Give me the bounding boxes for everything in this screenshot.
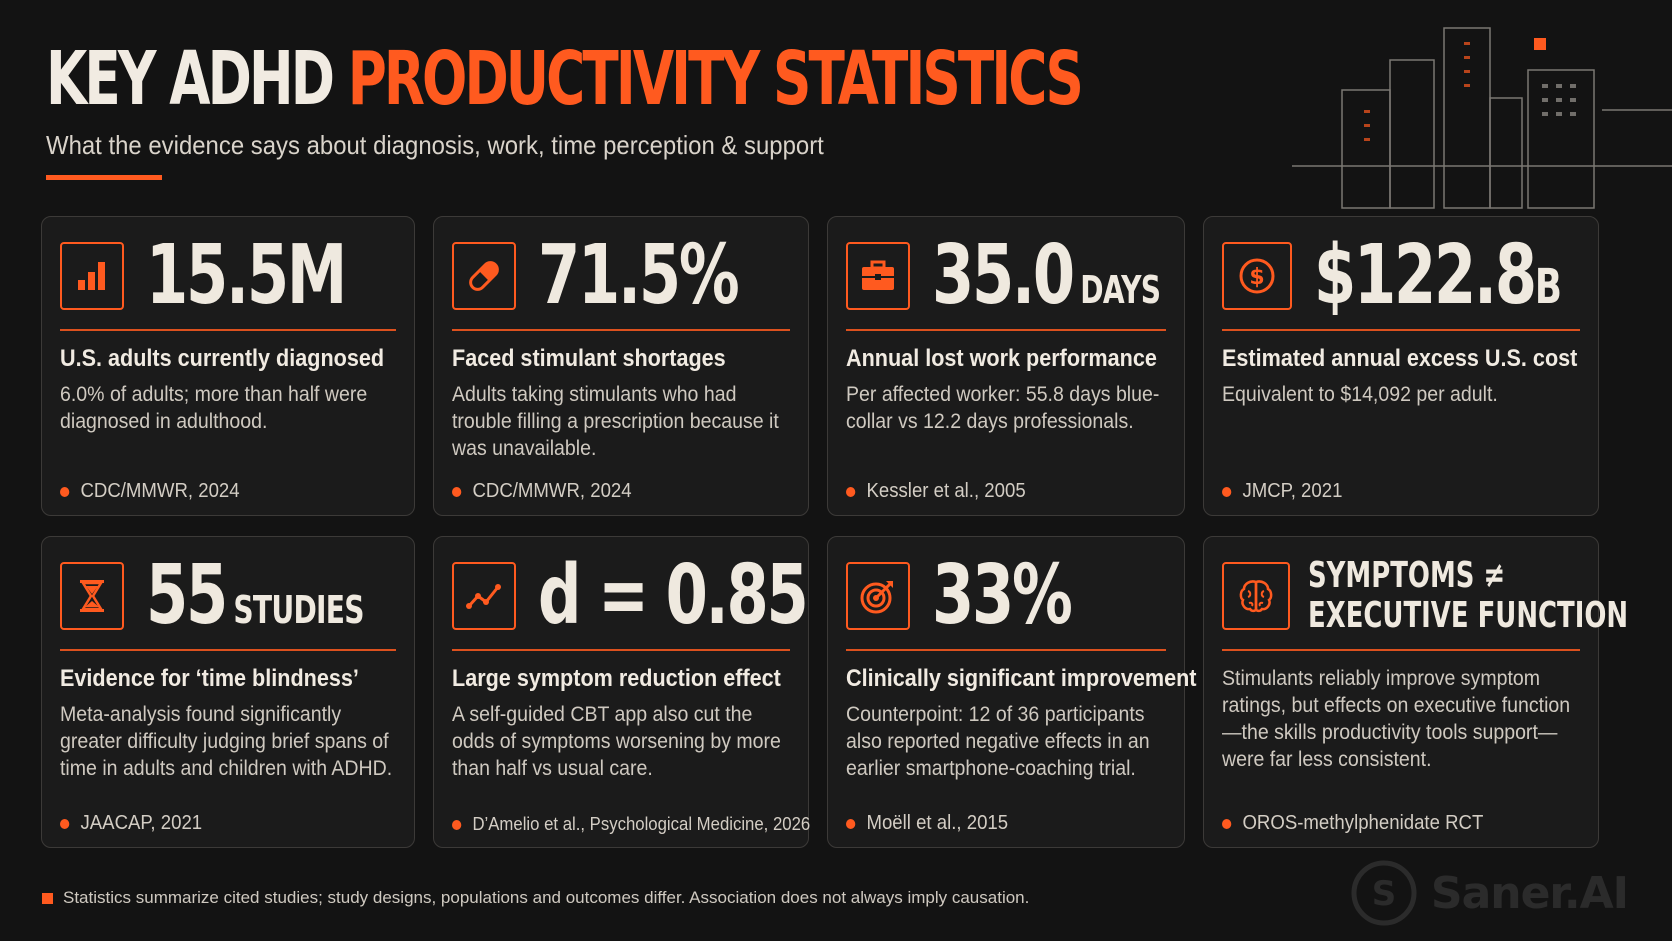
divider: [1222, 329, 1580, 331]
svg-text:$: $: [1249, 265, 1264, 290]
source-text: OROS-methylphenidate RCT: [1242, 812, 1484, 834]
stat-source: CDC/MMWR, 2024: [60, 480, 240, 503]
stat-card-time-blindness: 55 STUDIES Evidence for ‘time blindness’ …: [41, 536, 415, 848]
stat-description: Adults taking stimulants who had trouble…: [452, 383, 779, 460]
dollar-icon: $: [1222, 242, 1292, 310]
stat-label: Clinically significant improvement: [846, 665, 1197, 692]
stat-unit: B: [1534, 259, 1562, 315]
stat-description: A self-guided CBT app also cut the odds …: [452, 703, 781, 780]
heading-line-1: SYMPTOMS ≠: [1308, 555, 1506, 596]
bullet-dot-icon: [60, 486, 70, 497]
trend-line-icon: [452, 562, 516, 630]
target-icon: [846, 562, 910, 630]
stat-value: 35.0 DAYS: [932, 235, 1161, 317]
source-text: Moëll et al., 2015: [866, 812, 1009, 834]
divider: [846, 329, 1166, 331]
stat-card-improvement: 33% Clinically significant improvement C…: [827, 536, 1197, 848]
stat-label: Estimated annual excess U.S. cost: [1222, 345, 1578, 372]
footnote: Statistics summarize cited studies; stud…: [42, 888, 1029, 908]
pill-icon: [452, 242, 516, 310]
source-text: JMCP, 2021: [1242, 480, 1343, 502]
stat-description: Counterpoint: 12 of 36 participants also…: [846, 703, 1150, 780]
stat-number: 71.5%: [538, 228, 740, 323]
bullet-dot-icon: [846, 818, 856, 829]
stat-source: D’Amelio et al., Psychological Medicine,…: [452, 814, 810, 835]
page-subtitle: What the evidence says about diagnosis, …: [46, 130, 824, 160]
stat-card-effect-size: d = 0.85 Large symptom reduction effect …: [433, 536, 810, 848]
stat-value: d = 0.85: [538, 555, 809, 637]
stat-label: Annual lost work performance: [846, 345, 1157, 372]
header: KEY ADHD PRODUCTIVITY STATISTICS What th…: [46, 42, 1484, 180]
stat-description: Per affected worker: 55.8 days blue-coll…: [846, 383, 1160, 433]
stat-source: JAACAP, 2021: [60, 812, 202, 835]
watermark-logo: S Saner.AI: [1351, 860, 1629, 926]
source-text: CDC/MMWR, 2024: [80, 480, 240, 502]
stat-source: JMCP, 2021: [1222, 480, 1342, 503]
skyline-decoration: [1292, 27, 1672, 209]
stat-card-lost-work: 35.0 DAYS Annual lost work performance Pe…: [827, 216, 1185, 516]
footnote-text: Statistics summarize cited studies; stud…: [63, 888, 1030, 907]
stat-label: Evidence for ‘time blindness’: [60, 665, 359, 692]
bullet-dot-icon: [1222, 818, 1232, 829]
stat-source: Moëll et al., 2015: [846, 812, 1008, 835]
stat-number: 33%: [932, 548, 1073, 643]
divider: [846, 649, 1166, 651]
stats-grid: 15.5M U.S. adults currently diagnosed 6.…: [41, 216, 1628, 848]
bullet-dot-icon: [60, 818, 70, 829]
watermark-text: Saner.AI: [1430, 867, 1629, 919]
stat-label: Large symptom reduction effect: [452, 665, 781, 692]
stat-card-executive-function: SYMPTOMS ≠ EXECUTIVE FUNCTION Stimulants…: [1203, 536, 1628, 848]
square-bullet-icon: [42, 892, 53, 904]
stat-source: Kessler et al., 2005: [846, 480, 1026, 503]
stat-card-shortages: 71.5% Faced stimulant shortages Adults t…: [433, 216, 809, 516]
source-text: D’Amelio et al., Psychological Medicine,…: [472, 814, 811, 834]
stat-heading: SYMPTOMS ≠ EXECUTIVE FUNCTION: [1308, 556, 1628, 636]
stat-number: $122.8: [1314, 228, 1537, 323]
briefcase-icon: [846, 242, 910, 310]
stat-description: Meta-analysis found significantly greate…: [60, 703, 393, 780]
stat-description: Equivalent to $14,092 per adult.: [1222, 383, 1498, 406]
stat-unit: STUDIES: [233, 588, 364, 632]
divider: [452, 649, 790, 651]
stat-number: d = 0.85: [538, 548, 809, 643]
bullet-dot-icon: [1222, 486, 1232, 497]
stat-value: 71.5%: [538, 235, 740, 317]
title-part-1: KEY ADHD: [46, 36, 335, 122]
stat-label: U.S. adults currently diagnosed: [60, 345, 385, 372]
source-text: JAACAP, 2021: [80, 812, 203, 834]
stat-value: 33%: [932, 555, 1073, 637]
stat-source: OROS-methylphenidate RCT: [1222, 812, 1483, 835]
divider: [60, 329, 396, 331]
stat-label: Faced stimulant shortages: [452, 345, 726, 372]
stat-number: 35.0: [932, 228, 1075, 323]
divider: [452, 329, 790, 331]
saner-logo-icon: S: [1351, 860, 1417, 926]
stat-value: $122.8B: [1314, 235, 1562, 317]
bullet-dot-icon: [846, 486, 856, 497]
hourglass-icon: [60, 562, 124, 630]
stat-description: Stimulants reliably improve symptom rati…: [1222, 667, 1571, 771]
bullet-dot-icon: [452, 819, 462, 830]
stat-card-cost: $ $122.8B Estimated annual excess U.S. c…: [1203, 216, 1599, 516]
stat-value: 55 STUDIES: [146, 555, 365, 637]
source-text: Kessler et al., 2005: [866, 480, 1026, 502]
stat-value: 15.5M: [146, 235, 347, 317]
page-title: KEY ADHD PRODUCTIVITY STATISTICS: [46, 42, 1084, 116]
brain-icon: [1222, 562, 1290, 630]
title-part-2: PRODUCTIVITY STATISTICS: [347, 36, 1084, 122]
heading-line-2: EXECUTIVE FUNCTION: [1308, 595, 1629, 636]
bar-chart-icon: [60, 242, 124, 310]
stat-number: 15.5M: [146, 228, 347, 323]
logo-letter: S: [1372, 874, 1397, 914]
stat-source: CDC/MMWR, 2024: [452, 480, 632, 503]
stat-unit: DAYS: [1080, 268, 1161, 312]
stat-card-diagnosed: 15.5M U.S. adults currently diagnosed 6.…: [41, 216, 415, 516]
source-text: CDC/MMWR, 2024: [472, 480, 632, 502]
bullet-dot-icon: [452, 486, 462, 497]
title-underline: [46, 175, 162, 180]
stat-number: 55: [146, 548, 228, 643]
divider: [60, 649, 396, 651]
stat-description: 6.0% of adults; more than half were diag…: [60, 383, 368, 433]
divider: [1222, 649, 1580, 651]
